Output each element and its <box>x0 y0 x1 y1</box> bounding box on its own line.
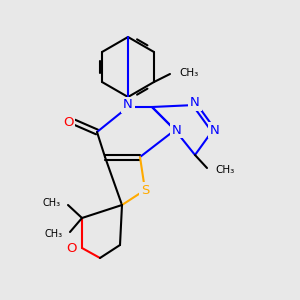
Text: CH₃: CH₃ <box>179 68 198 78</box>
Text: N: N <box>172 124 182 136</box>
Text: N: N <box>210 124 220 136</box>
Text: N: N <box>123 98 133 112</box>
Text: O: O <box>63 116 73 128</box>
Text: CH₃: CH₃ <box>215 165 234 175</box>
Text: S: S <box>141 184 149 196</box>
Text: CH₃: CH₃ <box>43 198 61 208</box>
Text: O: O <box>67 242 77 254</box>
Text: N: N <box>190 97 200 110</box>
Text: CH₃: CH₃ <box>45 229 63 239</box>
